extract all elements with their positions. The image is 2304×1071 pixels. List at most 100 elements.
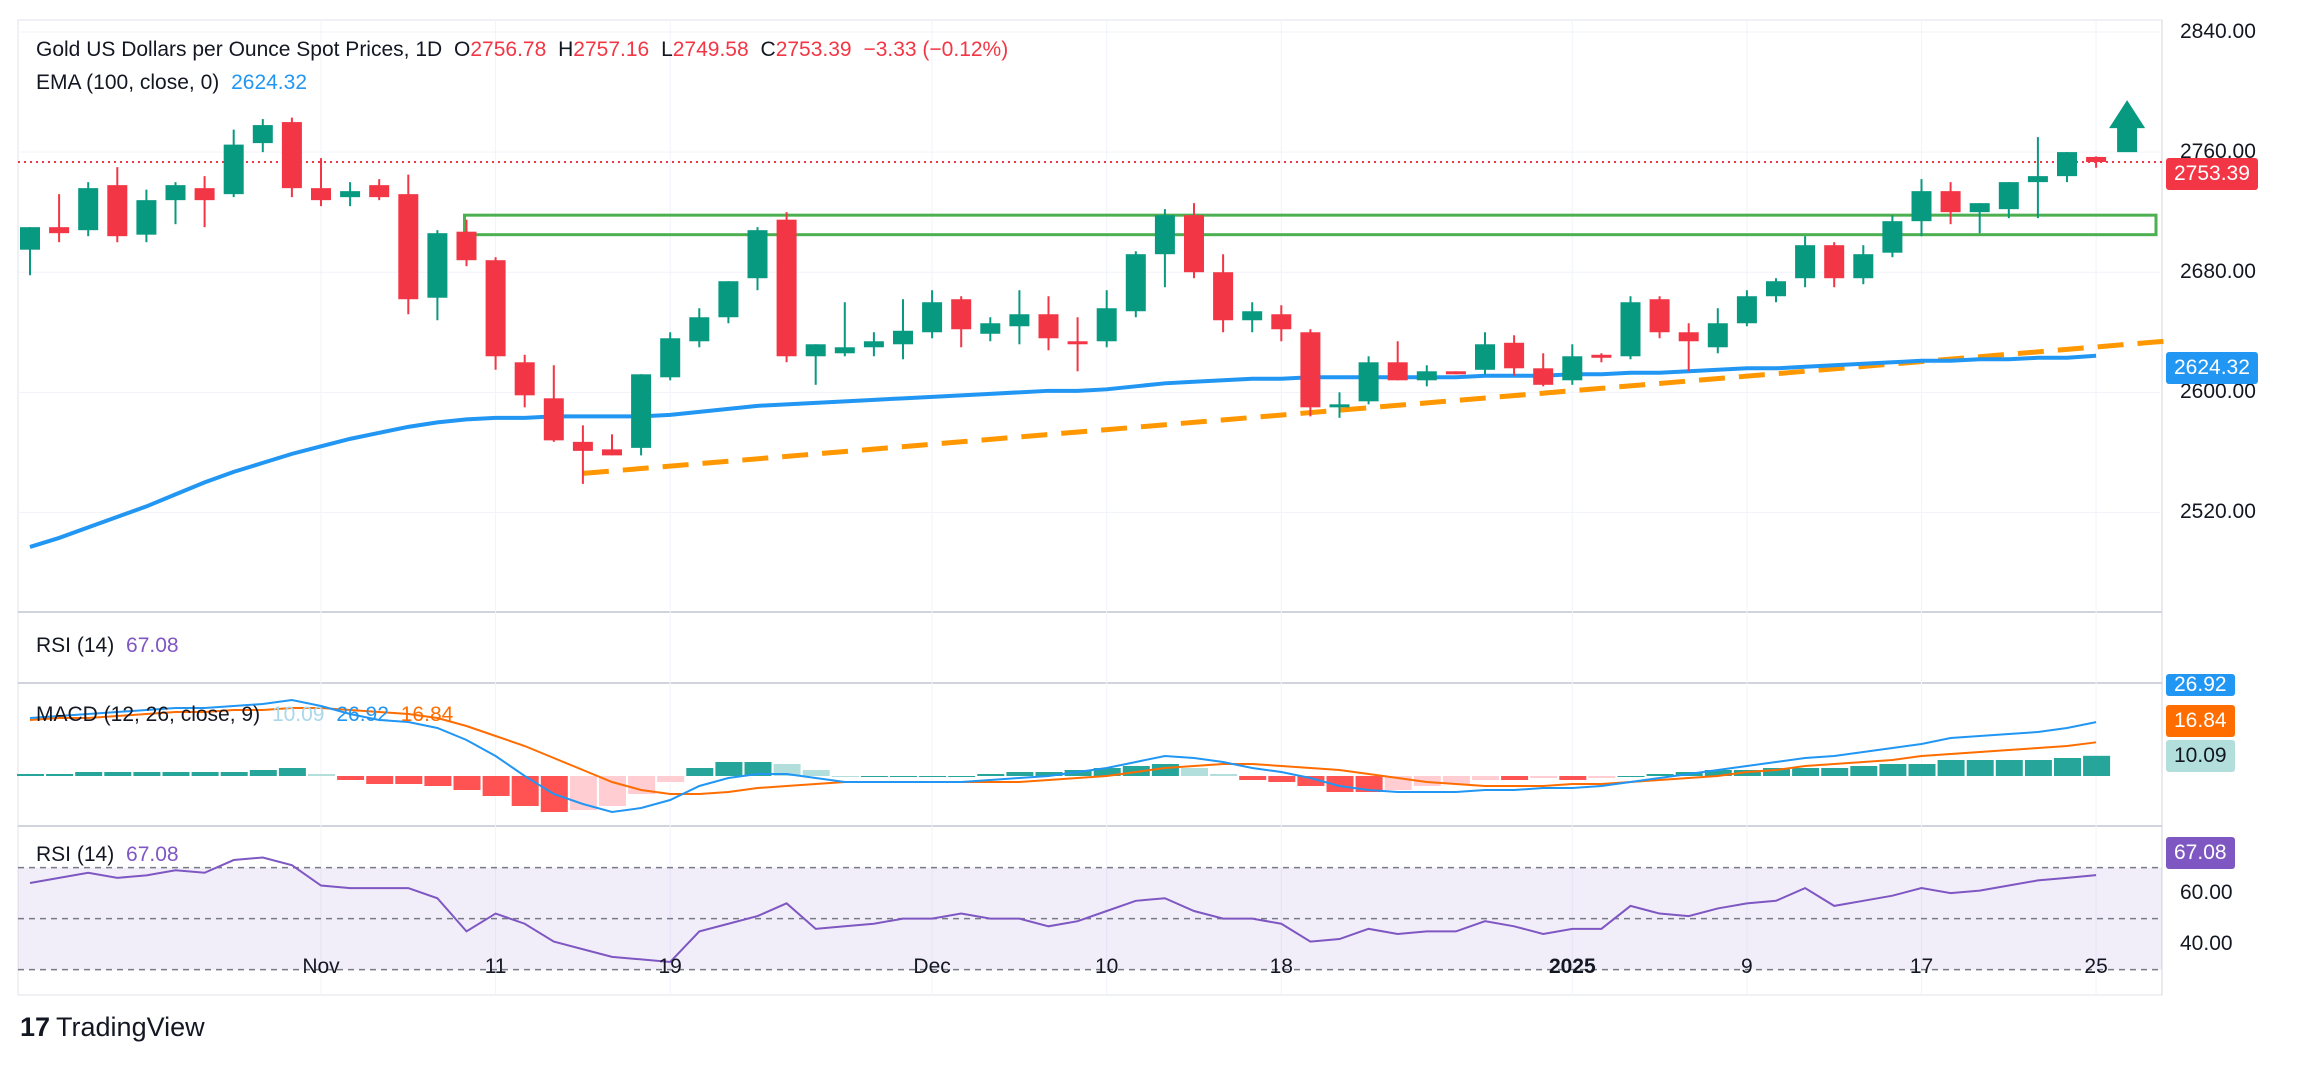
macd-histogram-bar bbox=[1442, 776, 1470, 784]
brand-text: TradingView bbox=[56, 1012, 205, 1042]
macd-histogram-bar bbox=[1181, 768, 1208, 776]
x-tick-label: 10 bbox=[1095, 955, 1119, 978]
macd-histogram-bar bbox=[220, 772, 248, 776]
candle-body bbox=[1969, 203, 1990, 213]
macd-histogram-bar bbox=[860, 776, 888, 777]
macd-histogram-bar bbox=[453, 776, 481, 790]
candle-body bbox=[1329, 404, 1350, 408]
macd-signal-line bbox=[29, 707, 2097, 795]
rsi-y-tick-label: 40.00 bbox=[2180, 932, 2233, 956]
macd-histogram-bar bbox=[977, 774, 1005, 776]
close-label: C bbox=[760, 38, 776, 61]
candle-body bbox=[1998, 182, 2019, 210]
x-tick-label: 17 bbox=[1909, 955, 1934, 978]
price-legend: Gold US Dollars per Ounce Spot Prices, 1… bbox=[36, 38, 1014, 62]
candle-body bbox=[1125, 254, 1146, 312]
open-label: O bbox=[454, 38, 471, 61]
candle-body bbox=[369, 185, 390, 198]
macd-histogram-bar bbox=[1995, 760, 2023, 776]
candle-body bbox=[49, 227, 70, 234]
candle-body bbox=[1882, 221, 1903, 253]
macd-histogram-bar bbox=[511, 776, 539, 806]
macd-histogram-bar bbox=[1908, 764, 1936, 776]
candle-body bbox=[2086, 156, 2107, 163]
ema-tag: 2624.32 bbox=[2166, 352, 2258, 384]
macd-histogram-bar bbox=[133, 772, 161, 776]
candle-body bbox=[1678, 332, 1699, 342]
macd-histogram-bar bbox=[104, 772, 132, 776]
x-tick-label: 9 bbox=[1741, 955, 1753, 978]
macd-histogram-bar bbox=[1268, 776, 1296, 782]
candle-body bbox=[602, 449, 622, 456]
y-tick-label: 2760.00 bbox=[2180, 140, 2256, 164]
macd-line bbox=[29, 698, 2097, 814]
candle-body bbox=[1358, 362, 1379, 402]
macd-histogram-bar bbox=[1035, 772, 1063, 776]
macd-hist-value: 10.09 bbox=[271, 703, 325, 726]
macd-histogram-bar bbox=[686, 768, 714, 776]
candle-body bbox=[1562, 356, 1583, 381]
ema-value: 2624.32 bbox=[231, 71, 308, 94]
macd-histogram-bar bbox=[1210, 774, 1238, 776]
candle-body bbox=[2027, 176, 2048, 183]
macd-histogram-bar bbox=[1297, 776, 1325, 786]
close-number: 2753.39 bbox=[775, 38, 852, 61]
macd-tag: 26.92 bbox=[2166, 674, 2235, 696]
tradingview-brand[interactable]: 17 TradingView bbox=[20, 1012, 205, 1043]
x-tick-label: 11 bbox=[484, 955, 507, 978]
macd-histogram-bar bbox=[1355, 776, 1383, 792]
rsi-label-a: RSI (14) bbox=[36, 634, 115, 657]
open-value: O2756.78 bbox=[454, 38, 546, 61]
candle-body bbox=[951, 299, 972, 330]
candle-body bbox=[893, 330, 913, 345]
candle-body bbox=[980, 323, 1001, 334]
candle-body bbox=[1242, 311, 1263, 321]
price-tag: 2753.39 bbox=[2166, 158, 2258, 190]
rsi-y-tick-label: 60.00 bbox=[2180, 881, 2233, 905]
macd-histogram-bar bbox=[366, 776, 394, 784]
macd-histogram-bar bbox=[1763, 768, 1790, 776]
x-tick-label: Nov bbox=[302, 955, 340, 978]
macd-histogram-bar bbox=[46, 774, 74, 776]
x-tick-label: Dec bbox=[913, 955, 951, 978]
close-value: C2753.39 bbox=[761, 38, 852, 61]
candle-body bbox=[1533, 368, 1554, 385]
macd-histogram-bar bbox=[308, 774, 335, 776]
ema-label: EMA (100, close, 0) bbox=[36, 71, 220, 94]
macd-histogram-bar bbox=[1617, 776, 1645, 777]
candle-body bbox=[1154, 215, 1175, 255]
candle-body bbox=[1184, 215, 1204, 273]
candle-body bbox=[572, 441, 593, 451]
candle-body bbox=[398, 194, 419, 300]
macd-histogram-bar bbox=[657, 776, 685, 782]
macd-histogram-bar bbox=[2083, 755, 2111, 776]
rsi-value-a: 67.08 bbox=[126, 634, 179, 657]
macd-histogram-bar bbox=[599, 776, 626, 806]
plot-frame bbox=[17, 19, 2163, 996]
high-label: H bbox=[558, 38, 574, 61]
candle-body bbox=[1475, 344, 1495, 370]
macd-histogram-bar bbox=[1006, 772, 1034, 776]
macd-histogram-bar bbox=[337, 776, 365, 780]
candle-body bbox=[107, 185, 128, 237]
macd-histogram-bar bbox=[802, 770, 830, 776]
x-tick-label: 19 bbox=[658, 955, 682, 978]
up-arrow-icon bbox=[2109, 100, 2146, 153]
macd-histogram-bar bbox=[919, 776, 947, 777]
low-number: 2749.58 bbox=[672, 38, 749, 61]
macd-histogram-bar bbox=[1733, 770, 1761, 776]
candle-body bbox=[1649, 299, 1670, 333]
macd-histogram-bar bbox=[2054, 758, 2081, 776]
macd-signal-value: 16.84 bbox=[400, 703, 454, 726]
candle-body bbox=[281, 122, 302, 189]
candle-body bbox=[1853, 254, 1874, 279]
macd-histogram-bar bbox=[162, 772, 190, 776]
y-tick-label: 2840.00 bbox=[2180, 20, 2256, 43]
candle-body bbox=[223, 144, 244, 195]
candle-body bbox=[805, 344, 826, 357]
macd-histogram-bar bbox=[424, 776, 452, 786]
chart-title: Gold US Dollars per Ounce Spot Prices, 1… bbox=[36, 38, 443, 61]
macd-histogram-bar bbox=[948, 776, 976, 777]
